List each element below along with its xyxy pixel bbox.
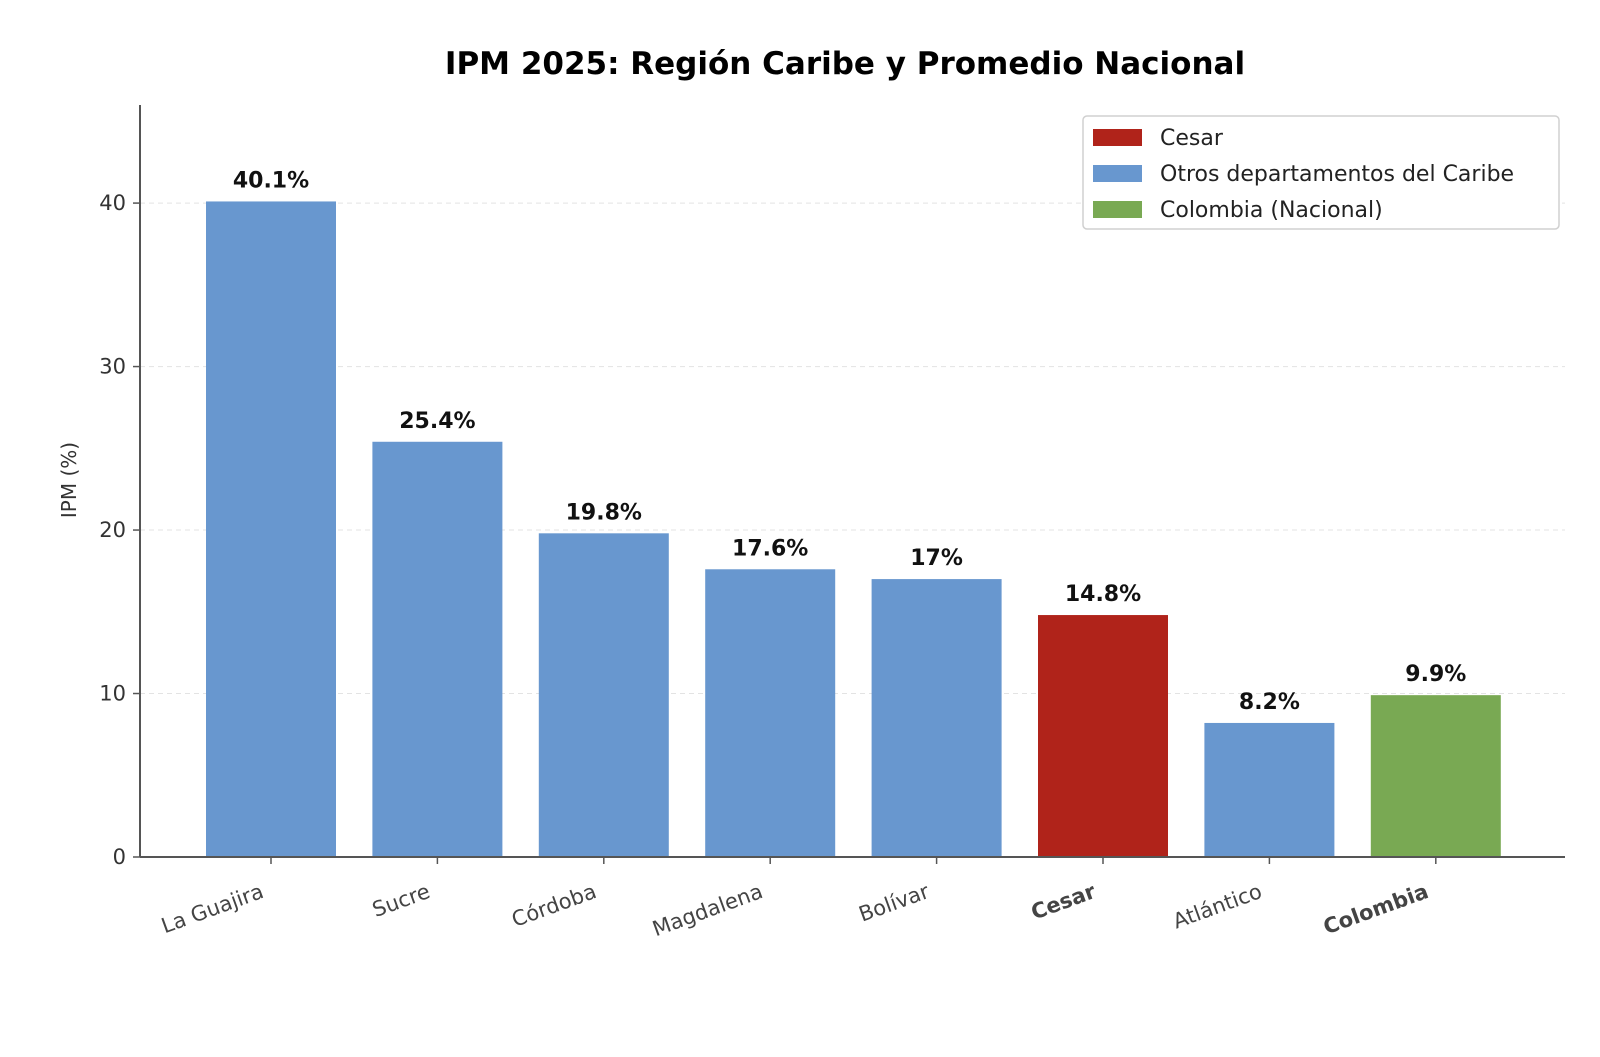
y-axis-label: IPM (%) (57, 442, 81, 518)
y-tick-label: 0 (113, 845, 126, 869)
bar-magdalena (705, 569, 836, 857)
legend: Cesar Otros departamentos del Caribe Colom… (1082, 115, 1560, 230)
bar-colombia (1370, 695, 1501, 857)
data-label: 9.9% (1405, 662, 1466, 687)
data-label: 14.8% (1065, 582, 1141, 607)
bar-cesar (1038, 615, 1168, 857)
x-tick-label: Cesar (1028, 879, 1099, 925)
legend-swatch (1093, 201, 1142, 218)
data-label: 17% (910, 546, 963, 571)
bar-sucre (372, 441, 503, 857)
data-label: 19.8% (566, 500, 642, 525)
bar-córdoba (538, 533, 669, 857)
x-tick-label: La Guajira (158, 879, 267, 938)
bar-la-guajira (206, 201, 336, 858)
x-tick-label: Sucre (369, 879, 433, 922)
legend-label: Otros departamentos del Caribe (1160, 162, 1514, 187)
legend-swatch (1093, 165, 1142, 182)
x-tick-label: Colombia (1320, 879, 1431, 939)
y-tick-label: 40 (99, 191, 126, 215)
y-tick-label: 20 (99, 518, 126, 542)
chart-title: IPM 2025: Región Caribe y Promedio Nacio… (445, 46, 1245, 82)
legend-label: Cesar (1160, 126, 1224, 151)
data-labels: 40.1% 25.4% 19.8% 17.6% 17% 14.8% 8.2% 9.9% (233, 168, 1466, 714)
y-tick-label: 30 (99, 355, 126, 379)
data-label: 40.1% (233, 168, 309, 193)
gridlines (140, 202, 1565, 695)
x-tick-label: Córdoba (508, 879, 599, 932)
legend-label: Colombia (Nacional) (1160, 198, 1383, 223)
bars (206, 201, 1501, 858)
bar-bolívar (871, 579, 1002, 857)
x-tick-label: Bolívar (856, 879, 933, 927)
data-label: 8.2% (1239, 690, 1300, 715)
y-tick-label: 10 (99, 682, 126, 706)
x-tick-label: Magdalena (649, 879, 766, 941)
data-label: 17.6% (732, 536, 808, 561)
bar-atlántico (1204, 722, 1335, 857)
x-tick-label: Atlántico (1170, 879, 1265, 933)
data-label: 25.4% (399, 409, 475, 434)
legend-swatch (1093, 129, 1142, 146)
legend-box (1082, 115, 1560, 230)
